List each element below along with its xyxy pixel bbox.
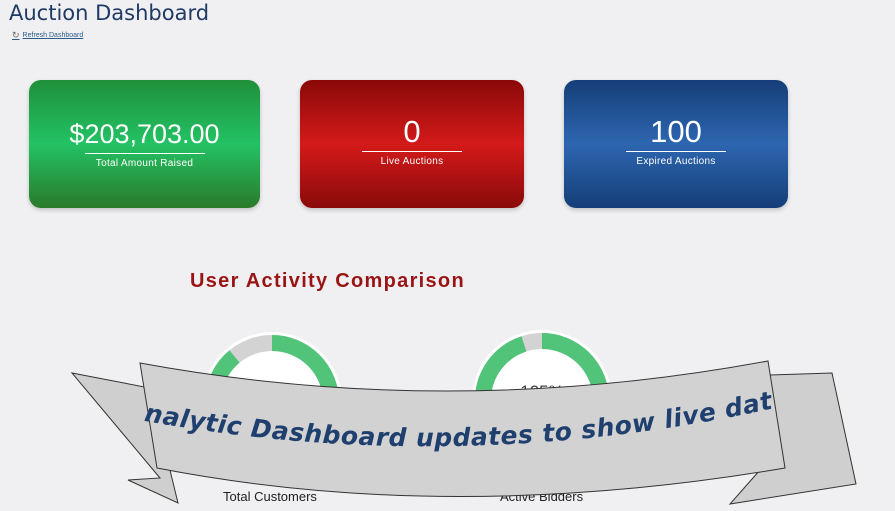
card-label: Total Amount Raised — [95, 158, 194, 169]
expired-auctions-card: 100 Expired Auctions — [564, 80, 788, 208]
section-title: User Activity Comparison — [190, 270, 465, 292]
refresh-dashboard-link[interactable]: ↻ Refresh Dashboard — [12, 30, 83, 41]
total-raised-card: $203,703.00 Total Amount Raised — [29, 80, 260, 208]
gauge-label: Total Customers — [223, 489, 317, 504]
card-value: $203,703.00 — [69, 119, 220, 149]
live-auctions-card: 0 Live Auctions — [300, 80, 524, 208]
card-label: Live Auctions — [380, 156, 444, 167]
card-value: 0 — [403, 114, 421, 149]
banner-body — [139, 360, 786, 497]
card-label: Expired Auctions — [636, 156, 716, 167]
page-title: Auction Dashboard — [9, 1, 210, 25]
refresh-label: Refresh Dashboard — [22, 32, 84, 39]
refresh-icon: ↻ — [12, 30, 20, 40]
card-value: 100 — [650, 114, 702, 149]
